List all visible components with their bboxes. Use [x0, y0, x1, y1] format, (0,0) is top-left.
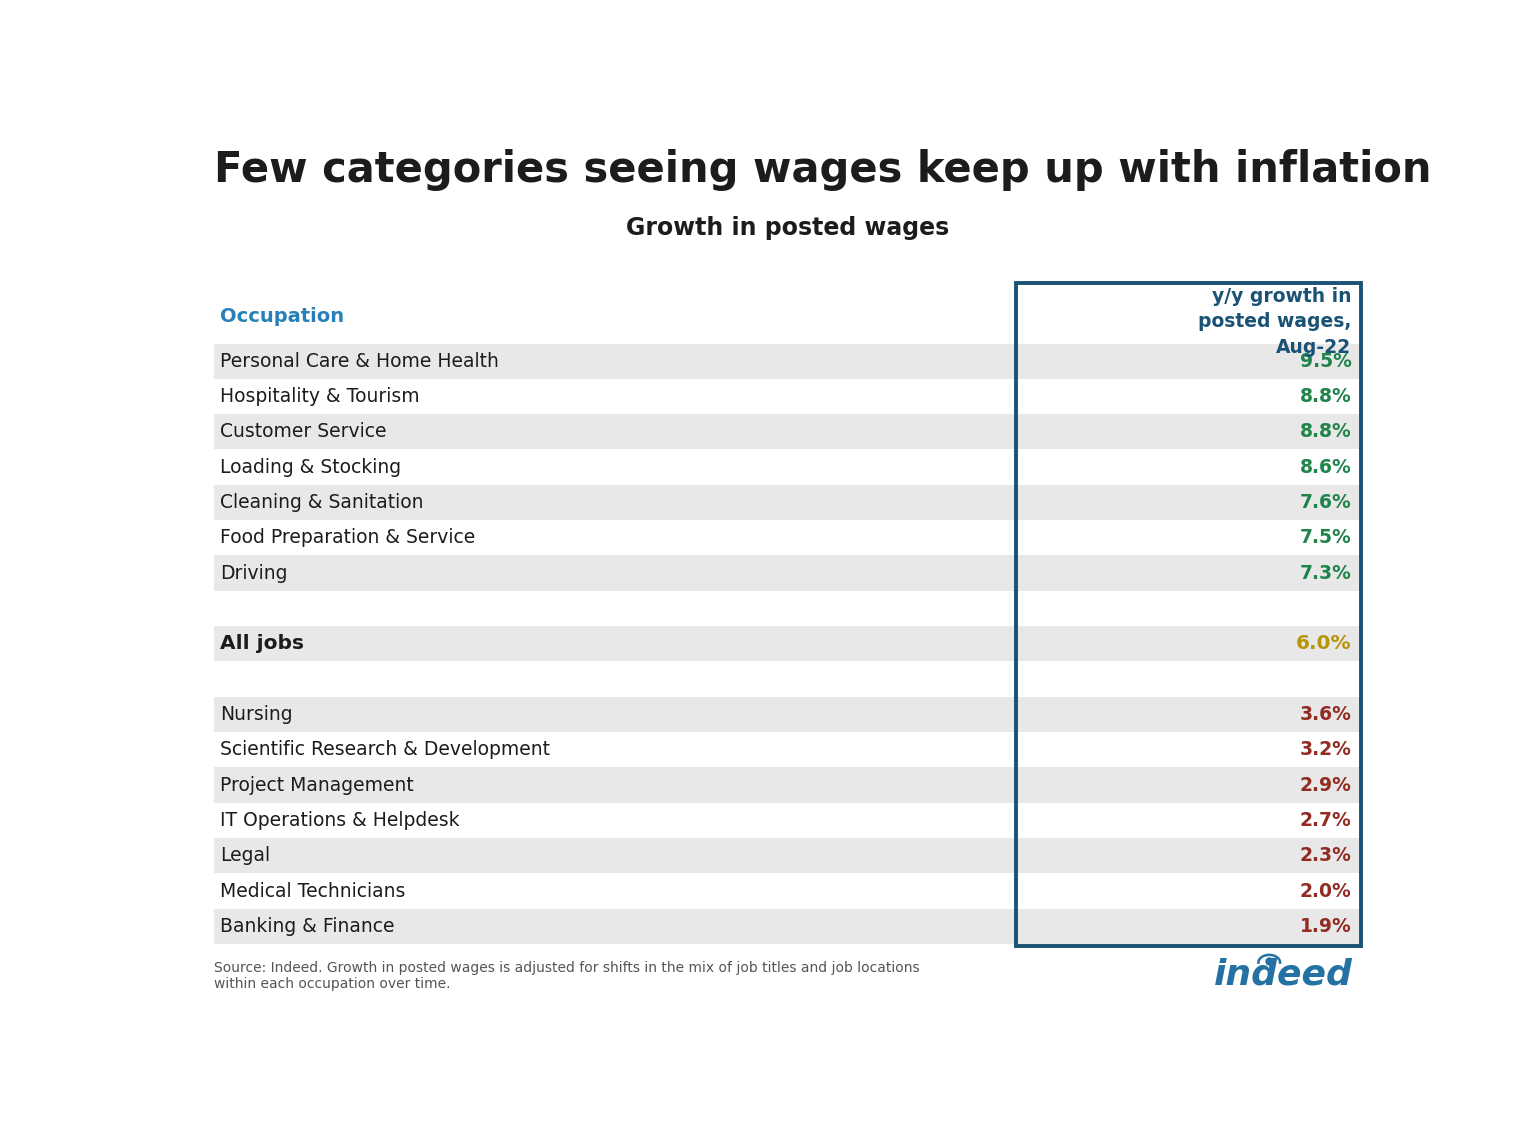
Text: 9.5%: 9.5%: [1299, 351, 1352, 371]
Bar: [214, 520, 1361, 556]
Text: Source: Indeed. Growth in posted wages is adjusted for shifts in the mix of job : Source: Indeed. Growth in posted wages i…: [214, 960, 920, 991]
Text: 7.3%: 7.3%: [1299, 564, 1352, 583]
Text: 2.0%: 2.0%: [1299, 881, 1352, 901]
Text: Growth in posted wages: Growth in posted wages: [625, 217, 949, 241]
Text: Nursing: Nursing: [220, 705, 292, 724]
Bar: [214, 415, 1361, 450]
Bar: [214, 591, 1361, 626]
Text: Loading & Stocking: Loading & Stocking: [220, 458, 401, 477]
Text: 3.2%: 3.2%: [1299, 740, 1352, 759]
Text: 7.5%: 7.5%: [1299, 529, 1352, 547]
Text: IT Operations & Helpdesk: IT Operations & Helpdesk: [220, 811, 459, 829]
Bar: [214, 767, 1361, 802]
Text: 2.9%: 2.9%: [1299, 775, 1352, 794]
Bar: [214, 732, 1361, 767]
Text: All jobs: All jobs: [220, 634, 304, 653]
Text: 1.9%: 1.9%: [1299, 916, 1352, 936]
Text: 8.8%: 8.8%: [1299, 386, 1352, 406]
Text: Food Preparation & Service: Food Preparation & Service: [220, 529, 475, 547]
Bar: [214, 838, 1361, 873]
Text: 3.6%: 3.6%: [1299, 705, 1352, 724]
Text: 2.7%: 2.7%: [1299, 811, 1352, 829]
Text: Hospitality & Tourism: Hospitality & Tourism: [220, 386, 419, 406]
Text: Legal: Legal: [220, 846, 270, 866]
Bar: [214, 626, 1361, 661]
Bar: [214, 802, 1361, 838]
Text: Occupation: Occupation: [220, 307, 344, 327]
Text: Customer Service: Customer Service: [220, 423, 387, 442]
Text: indeed: indeed: [1213, 958, 1353, 992]
Bar: [214, 661, 1361, 697]
Bar: [214, 485, 1361, 520]
Text: 6.0%: 6.0%: [1296, 634, 1352, 653]
Bar: [214, 450, 1361, 485]
Text: Project Management: Project Management: [220, 775, 413, 794]
Text: Driving: Driving: [220, 564, 287, 583]
Text: 2.3%: 2.3%: [1299, 846, 1352, 866]
Text: Scientific Research & Development: Scientific Research & Development: [220, 740, 550, 759]
Text: Banking & Finance: Banking & Finance: [220, 916, 395, 936]
Bar: [214, 697, 1361, 732]
Text: Few categories seeing wages keep up with inflation: Few categories seeing wages keep up with…: [214, 149, 1432, 191]
Text: Personal Care & Home Health: Personal Care & Home Health: [220, 351, 499, 371]
Bar: [214, 909, 1361, 944]
Bar: [214, 873, 1361, 909]
Text: y/y growth in
posted wages,
Aug-22: y/y growth in posted wages, Aug-22: [1198, 287, 1352, 357]
Text: 8.6%: 8.6%: [1299, 458, 1352, 477]
Text: Cleaning & Sanitation: Cleaning & Sanitation: [220, 493, 424, 512]
Text: 8.8%: 8.8%: [1299, 423, 1352, 442]
Bar: [214, 344, 1361, 379]
Bar: [214, 379, 1361, 415]
Bar: [214, 556, 1361, 591]
Text: Medical Technicians: Medical Technicians: [220, 881, 406, 901]
Text: 7.6%: 7.6%: [1299, 493, 1352, 512]
